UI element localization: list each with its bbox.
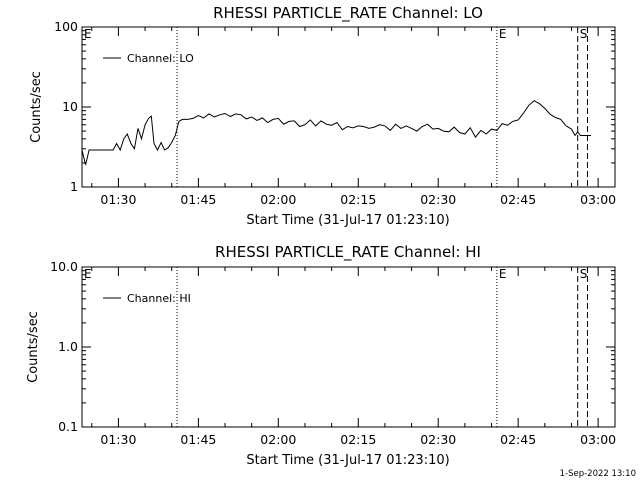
- x-tick-label: 02:15: [340, 432, 376, 447]
- y-tick-label: 1: [70, 179, 78, 194]
- x-tick-label: 02:30: [420, 432, 456, 447]
- legend-label-hi: Channel: HI: [127, 292, 191, 305]
- x-tick-label: 02:15: [340, 192, 376, 207]
- x-ticks: 01:30 01:45 02:00 02:15 02:30 02:45 03:00: [91, 27, 616, 207]
- x-tick-label: 01:45: [180, 432, 216, 447]
- x-axis-label: Start Time (31-Jul-17 01:23:10): [246, 453, 449, 468]
- series-line-lo: [81, 100, 591, 165]
- legend-label-lo: Channel: LO: [127, 52, 194, 65]
- marker-label: E: [84, 27, 92, 41]
- x-tick-label: 02:00: [260, 432, 296, 447]
- y-tick-label: 100: [54, 19, 78, 34]
- x-tick-label: 01:30: [100, 432, 136, 447]
- chart-title: RHESSI PARTICLE_RATE Channel: HI: [215, 243, 481, 262]
- y-axis-label: Counts/sec: [26, 311, 41, 383]
- panel-lo: RHESSI PARTICLE_RATE Channel: LO E E S 1 10…: [29, 4, 616, 228]
- y-tick-label: 1.0: [58, 339, 78, 354]
- marker-label: E: [499, 27, 507, 41]
- marker-label: E: [499, 267, 507, 281]
- chart-title: RHESSI PARTICLE_RATE Channel: LO: [213, 4, 483, 23]
- x-axis-label: Start Time (31-Jul-17 01:23:10): [246, 213, 449, 228]
- x-tick-label: 02:45: [500, 192, 536, 207]
- panel-hi: RHESSI PARTICLE_RATE Channel: HI E E S 0.1…: [26, 243, 616, 468]
- footer-timestamp: 1-Sep-2022 13:10: [560, 469, 636, 479]
- y-tick-label: 10: [62, 99, 78, 114]
- y-ticks: 1 10 100: [54, 19, 615, 194]
- x-tick-label: 01:30: [100, 192, 136, 207]
- x-tick-label: 03:00: [580, 432, 616, 447]
- legend: Channel: HI: [103, 292, 191, 305]
- x-tick-label: 02:00: [260, 192, 296, 207]
- x-ticks: 01:30 01:45 02:00 02:15 02:30 02:45 03:00: [91, 267, 616, 447]
- marker-label: E: [84, 267, 92, 281]
- y-ticks: 0.1 1.0 10.0: [50, 259, 615, 434]
- legend: Channel: LO: [103, 52, 194, 65]
- x-tick-label: 03:00: [580, 192, 616, 207]
- y-tick-label: 10.0: [50, 259, 78, 274]
- y-axis-label: Counts/sec: [29, 71, 44, 143]
- y-tick-label: 0.1: [58, 419, 78, 434]
- x-tick-label: 02:45: [500, 432, 536, 447]
- x-tick-label: 01:45: [180, 192, 216, 207]
- marker-label: S: [580, 267, 588, 281]
- x-tick-label: 02:30: [420, 192, 456, 207]
- marker-label: S: [580, 27, 588, 41]
